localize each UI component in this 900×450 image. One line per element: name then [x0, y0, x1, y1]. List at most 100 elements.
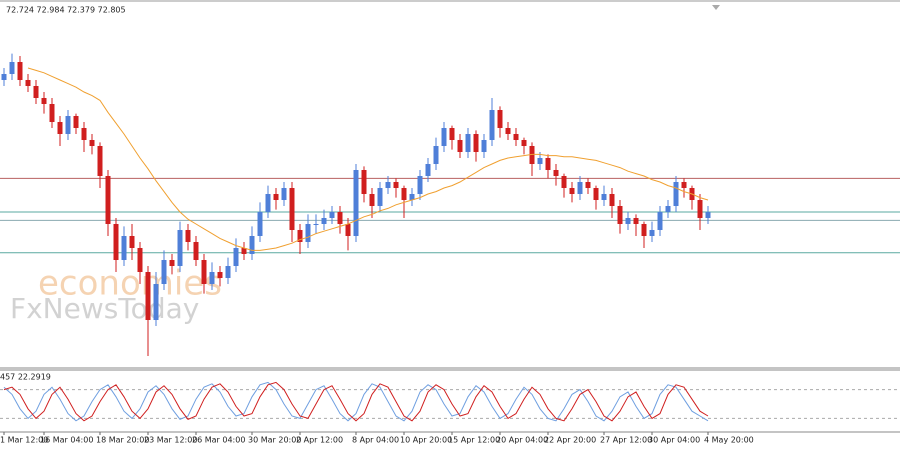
candle-body	[121, 236, 127, 260]
candle-body	[137, 248, 143, 272]
candle-body	[353, 170, 359, 236]
candle-body	[105, 176, 111, 224]
candle-body	[601, 194, 607, 200]
candle-body	[41, 98, 47, 104]
candle-body	[617, 206, 623, 224]
candle-body	[153, 284, 159, 320]
candle-body	[537, 158, 543, 164]
candle-body	[545, 158, 551, 170]
x-tick-label: 30 Apr 04:00	[648, 436, 700, 445]
x-tick-label: 27 Apr 12:00	[600, 436, 652, 445]
candle-body	[401, 188, 407, 200]
candle-body	[297, 230, 303, 242]
candle-body	[233, 248, 239, 266]
x-tick-label: 22 Apr 20:00	[544, 436, 596, 445]
candle-body	[465, 134, 471, 152]
candle-body	[385, 182, 391, 188]
x-tick-label: 4 May 20:00	[704, 436, 754, 445]
candle-body	[697, 200, 703, 218]
candle-body	[633, 218, 639, 224]
candle-body	[609, 194, 615, 206]
x-tick-label: 23 Mar 12:00	[144, 436, 197, 445]
candle-body	[497, 110, 503, 128]
candle-body	[249, 236, 255, 254]
x-tick-label: 26 Mar 04:00	[192, 436, 245, 445]
candle-body	[217, 272, 223, 278]
candle-body	[585, 182, 591, 188]
x-tick-label: 1 Mar 12:00	[0, 436, 48, 445]
candle-body	[81, 128, 87, 140]
ohlc-header: 72.724 72.984 72.379 72.805	[6, 6, 126, 15]
candle-body	[433, 146, 439, 164]
candle-body	[257, 212, 263, 236]
x-tick-label: 20 Apr 04:00	[496, 436, 548, 445]
candle-body	[33, 86, 39, 98]
candle-body	[313, 224, 319, 225]
candle-body	[457, 140, 463, 152]
candle-body	[369, 194, 375, 206]
x-tick-label: 10 Apr 20:00	[400, 436, 452, 445]
candle-body	[97, 146, 103, 176]
candle-body	[625, 218, 631, 224]
candle-body	[657, 212, 663, 230]
candle-body	[305, 224, 311, 242]
candle-body	[673, 182, 679, 206]
shift-marker	[712, 5, 720, 10]
candle-body	[241, 248, 247, 254]
candle-body	[449, 128, 455, 140]
candle-body	[481, 140, 487, 152]
candle-body	[705, 212, 711, 218]
candle-body	[569, 188, 575, 194]
watermark: economies	[38, 264, 222, 304]
candle-body	[273, 194, 279, 200]
candle-body	[113, 224, 119, 260]
candle-body	[505, 128, 511, 134]
x-tick-label: 2 Apr 12:00	[296, 436, 343, 445]
candle-body	[441, 128, 447, 146]
candle-body	[425, 164, 431, 176]
candle-body	[529, 146, 535, 164]
candle-body	[553, 170, 559, 176]
candle-body	[89, 140, 95, 146]
candle-body	[417, 176, 423, 194]
candle-body	[281, 188, 287, 200]
candle-body	[489, 110, 495, 140]
candle-body	[561, 176, 567, 188]
candle-body	[73, 116, 79, 128]
candle-body	[65, 116, 71, 134]
candle-body	[577, 182, 583, 194]
candle-body	[169, 260, 175, 266]
candle-body	[49, 104, 55, 122]
candle-body	[473, 134, 479, 152]
candle-body	[185, 230, 191, 242]
x-tick-label: 18 Mar 20:00	[96, 436, 149, 445]
x-tick-label: 30 Mar 20:00	[248, 436, 301, 445]
candle-body	[177, 230, 183, 266]
candle-body	[337, 212, 343, 224]
candle-body	[289, 188, 295, 230]
x-tick-label: 15 Apr 12:00	[448, 436, 500, 445]
candle-body	[409, 194, 415, 200]
candle-body	[393, 182, 399, 188]
moving-average	[27, 67, 709, 251]
candle-body	[377, 188, 383, 206]
candle-body	[57, 122, 63, 134]
candle-body	[265, 194, 271, 212]
oscillator-line	[3, 381, 709, 422]
oscillator-line	[3, 381, 709, 422]
candle-body	[193, 242, 199, 260]
candle-body	[129, 236, 135, 248]
x-tick-label: 16 Mar 04:00	[40, 436, 93, 445]
candle-body	[17, 62, 23, 80]
candle-body	[201, 260, 207, 284]
candle-body	[641, 224, 647, 236]
candle-body	[329, 212, 335, 218]
x-tick-label: 8 Apr 04:00	[352, 436, 399, 445]
candle-body	[345, 224, 351, 236]
candle-body	[593, 188, 599, 200]
candle-body	[25, 80, 31, 86]
candle-body	[145, 272, 151, 320]
candle-body	[361, 170, 367, 194]
